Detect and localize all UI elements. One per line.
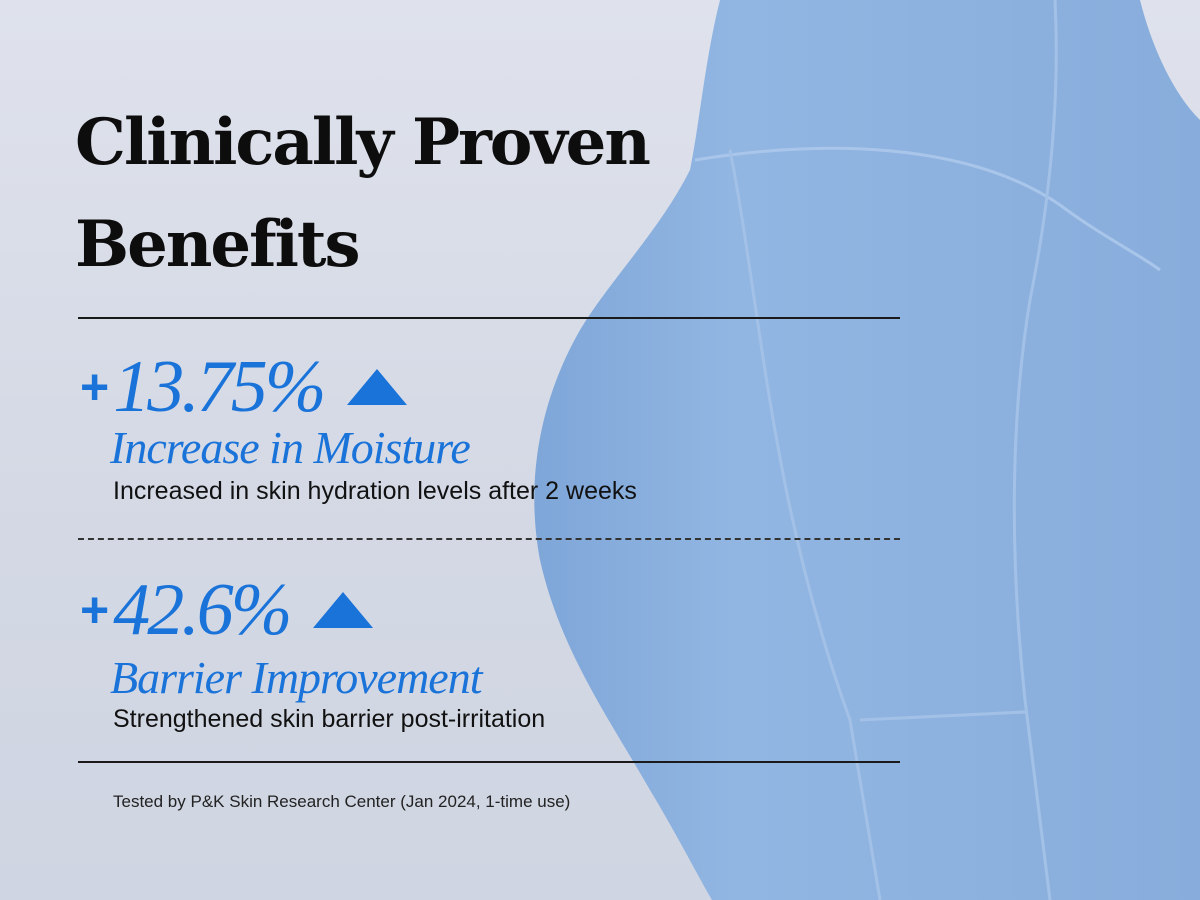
divider-top	[78, 317, 900, 319]
stat-label-barrier: Barrier Improvement	[110, 652, 482, 703]
plus-sign: +	[80, 582, 110, 638]
title-line-1: Clinically Proven	[75, 105, 651, 180]
stat-number: 42.6%	[113, 569, 292, 651]
stat-description-barrier: Strengthened skin barrier post-irritatio…	[113, 705, 546, 733]
stat-number: 13.75%	[113, 346, 326, 428]
triangle-up-icon	[313, 592, 374, 628]
stat-label-moisture: Increase in Moisture	[110, 422, 471, 473]
divider-bottom	[78, 761, 900, 763]
footnote: Tested by P&K Skin Research Center (Jan …	[113, 792, 571, 811]
triangle-up-icon	[347, 369, 408, 405]
stat-value-moisture: + 13.75%	[80, 346, 408, 428]
title-line-2: Benefits	[75, 207, 360, 282]
stat-description-moisture: Increased in skin hydration levels after…	[113, 477, 637, 505]
stat-value-barrier: + 42.6%	[80, 569, 374, 651]
plus-sign: +	[80, 359, 110, 415]
divider-dotted	[78, 538, 900, 540]
page-title: Clinically Proven Benefits	[75, 92, 651, 296]
